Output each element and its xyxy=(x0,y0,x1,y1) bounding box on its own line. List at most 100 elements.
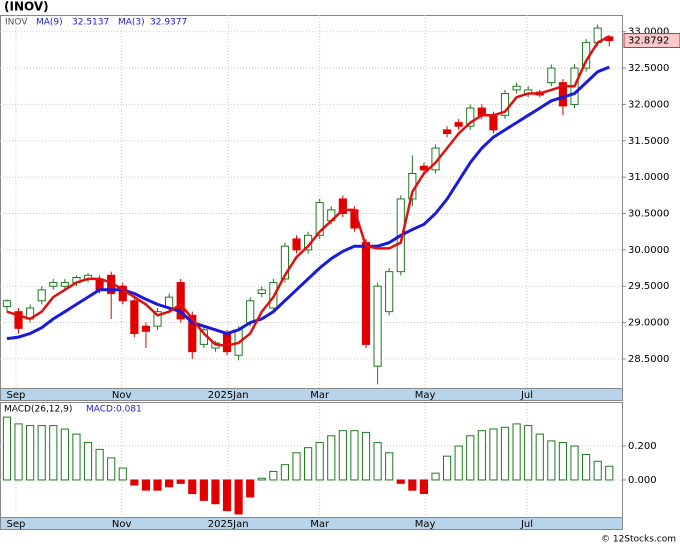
bar xyxy=(37,425,46,481)
candle-body xyxy=(176,282,185,320)
x-tick-label: May xyxy=(415,390,436,401)
candle-body xyxy=(489,114,498,131)
bar xyxy=(361,431,371,481)
bar xyxy=(292,452,301,481)
macd-title: MACD(26,12,9) xyxy=(4,405,72,415)
date-bar xyxy=(0,517,623,530)
bar xyxy=(26,425,35,481)
y-tick-label: 29.0000 xyxy=(628,318,669,329)
bar xyxy=(535,433,544,481)
candle-body xyxy=(373,285,382,367)
candle-body xyxy=(338,198,347,214)
chart-title: (INOV) xyxy=(4,0,49,14)
price-tag xyxy=(623,33,680,49)
bar xyxy=(570,445,579,481)
bar xyxy=(176,479,185,484)
legend-name: MA(9) xyxy=(36,18,63,28)
x-tick-label: 2025Jan xyxy=(208,519,249,530)
bar xyxy=(350,430,359,481)
candle-body xyxy=(292,238,301,251)
bar xyxy=(199,479,208,501)
x-tick-label: Sep xyxy=(7,519,26,530)
bar xyxy=(547,440,556,481)
candle-body xyxy=(37,289,46,302)
bar xyxy=(222,479,232,512)
bar xyxy=(431,472,440,481)
candle-body xyxy=(130,300,139,334)
candle-body xyxy=(14,311,23,329)
x-tick-label: Sep xyxy=(7,390,26,401)
y-tick-label: 30.5000 xyxy=(628,208,669,219)
bar xyxy=(593,460,602,481)
x-tick-label: Nov xyxy=(112,519,132,530)
date-bar xyxy=(0,388,623,401)
y-tick-label: 32.0000 xyxy=(628,99,669,110)
bar xyxy=(211,479,220,505)
y-tick-label: 31.5000 xyxy=(628,136,669,147)
bar xyxy=(269,470,278,481)
bar xyxy=(558,442,568,481)
candle-body xyxy=(419,165,429,171)
bar xyxy=(605,465,614,481)
x-tick-label: Nov xyxy=(112,390,132,401)
bar xyxy=(443,455,452,481)
bar xyxy=(188,479,197,495)
legend-value: 32.9377 xyxy=(150,18,187,28)
candle-body xyxy=(443,129,452,135)
bar xyxy=(14,423,23,481)
ma-line xyxy=(6,65,610,341)
bar xyxy=(500,426,510,481)
candle-body xyxy=(49,282,58,287)
candle-body xyxy=(141,325,151,332)
bar xyxy=(246,479,255,498)
candle-body xyxy=(466,107,475,127)
candle-body xyxy=(385,271,394,313)
x-tick-label: May xyxy=(415,519,436,530)
candle-body xyxy=(280,245,290,280)
bar xyxy=(338,430,347,481)
bar xyxy=(327,435,336,481)
y-tick-label: 32.5000 xyxy=(628,63,669,74)
bar xyxy=(419,479,429,495)
bar xyxy=(454,445,463,481)
candle-body xyxy=(246,300,255,324)
candle-body xyxy=(558,82,568,107)
bar xyxy=(304,447,313,481)
bar xyxy=(315,442,324,481)
x-tick-label: Jul xyxy=(520,519,533,530)
candle-body xyxy=(257,289,266,294)
y-tick-label: 0.200 xyxy=(628,441,657,452)
x-tick-label: 2025Jan xyxy=(208,390,249,401)
bar xyxy=(396,479,405,484)
bar xyxy=(107,457,116,481)
candle-body xyxy=(222,332,232,353)
candle-body xyxy=(512,85,521,91)
bar xyxy=(373,442,382,481)
price-tag-label: 32.8792 xyxy=(628,36,669,47)
bar xyxy=(141,479,151,491)
bar xyxy=(524,425,533,481)
watermark: © 12Stocks.com xyxy=(601,535,676,545)
bar xyxy=(257,477,266,481)
legend-symbol: INOV xyxy=(5,18,28,28)
bar xyxy=(477,430,486,481)
bar xyxy=(165,479,174,488)
x-tick-label: Mar xyxy=(310,519,330,530)
bar xyxy=(385,452,394,481)
bar xyxy=(49,425,58,481)
y-tick-label: 28.5000 xyxy=(628,354,669,365)
candle-body xyxy=(361,242,371,345)
candle-body xyxy=(153,311,162,327)
candle-body xyxy=(315,202,324,236)
ma-line xyxy=(6,35,610,348)
y-tick-label: 31.0000 xyxy=(628,172,669,183)
bar xyxy=(83,442,93,481)
x-tick-label: Mar xyxy=(310,390,330,401)
bar xyxy=(280,464,290,481)
bar xyxy=(130,479,139,486)
legend-value: 32.5137 xyxy=(72,18,109,28)
legend-name: MA(3) xyxy=(118,18,145,28)
bar xyxy=(2,416,12,481)
candle-body xyxy=(500,93,510,116)
